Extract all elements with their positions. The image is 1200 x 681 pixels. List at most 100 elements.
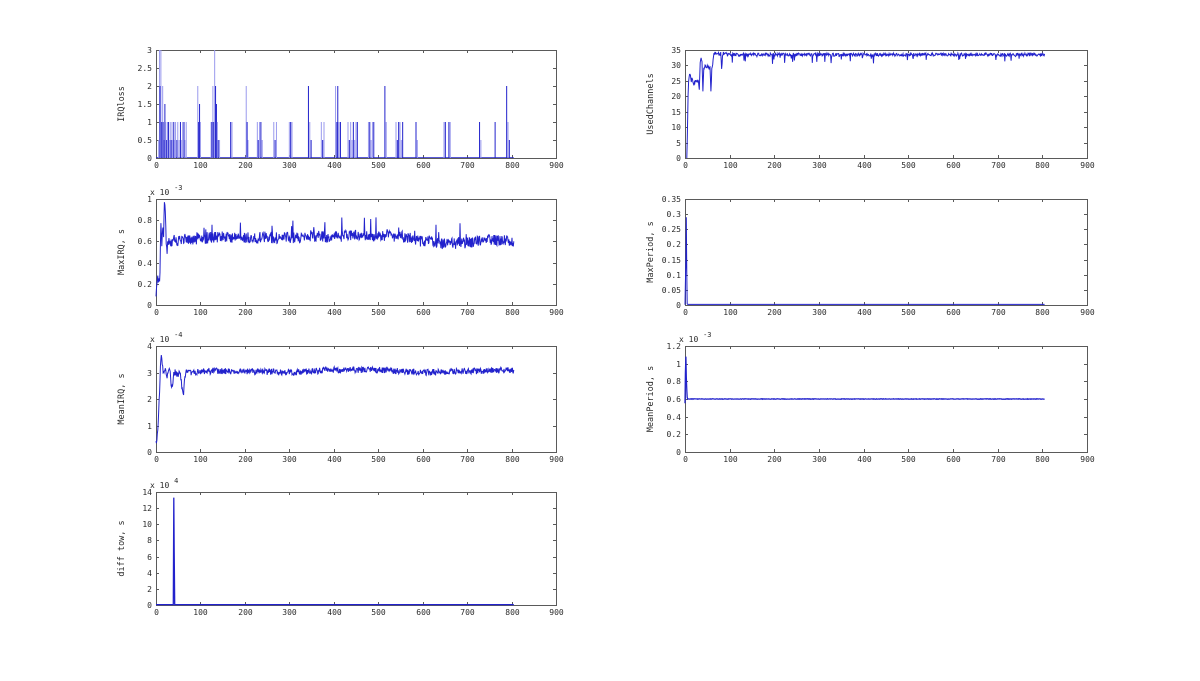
axis-exponent-label: x 10 -3 (679, 331, 712, 344)
chart-svg-used-channels: 0 100 200 300 400 500 600 700 800 900 0 5 10 15 20 25 30… (646, 46, 1095, 170)
y-tick-label: 0.2 (138, 280, 153, 289)
x-tick-label: 800 (1035, 161, 1050, 170)
y-tick-label: 0 (676, 301, 681, 310)
y-axis-label: MaxPeriod, s (646, 221, 656, 282)
x-tick-label: 800 (505, 308, 520, 317)
y-tick-label: 2.5 (138, 64, 153, 73)
x-tick-label: 0 (683, 308, 688, 317)
x-tick-label: 100 (723, 161, 738, 170)
x-tick-label: 500 (371, 161, 386, 170)
x-tick-label: 400 (857, 308, 872, 317)
y-tick-label: 0.3 (667, 210, 682, 219)
series-line (155, 355, 515, 444)
subplot-mean-irq: 0 100 200 300 400 500 600 700 800 900 0 1 2 3 4 MeanIRQ… (110, 330, 566, 468)
x-tick-label: 700 (460, 455, 475, 464)
y-axis-label: IRQloss (117, 86, 127, 122)
y-tick-label: 0.8 (138, 216, 153, 225)
x-tick-label: 600 (416, 308, 431, 317)
y-tick-label: 0 (676, 154, 681, 163)
y-axis-label: MeanPeriod, s (646, 366, 656, 433)
y-tick-label: 1 (676, 360, 681, 369)
x-tick-label: 300 (812, 308, 827, 317)
y-tick-label: 8 (147, 536, 152, 545)
x-tick-label: 600 (946, 308, 961, 317)
x-tick-label: 800 (505, 455, 520, 464)
series-line (686, 50, 1046, 159)
y-axis-label: MaxIRQ, s (117, 229, 127, 275)
x-tick-label: 100 (193, 161, 208, 170)
x-tick-label: 100 (723, 455, 738, 464)
x-tick-label: 400 (327, 608, 342, 617)
x-tick-label: 200 (238, 308, 253, 317)
x-tick-label: 100 (193, 608, 208, 617)
series-line (156, 497, 514, 606)
x-tick-label: 300 (282, 161, 297, 170)
axes-box (156, 199, 557, 306)
x-tick-label: 0 (683, 455, 688, 464)
x-tick-label: 0 (683, 161, 688, 170)
x-tick-label: 600 (416, 161, 431, 170)
x-tick-label: 700 (991, 308, 1006, 317)
x-tick-label: 0 (154, 455, 159, 464)
y-tick-label: 0 (147, 448, 152, 457)
x-tick-label: 0 (154, 308, 159, 317)
y-tick-label: 4 (147, 342, 152, 351)
axis-exponent-label: x 10 -3 (150, 184, 183, 197)
axis-exponent-label: x 10 -4 (150, 331, 183, 344)
y-tick-label: 1 (147, 118, 152, 127)
y-tick-label: 10 (671, 123, 681, 132)
x-tick-label: 400 (857, 161, 872, 170)
chart-svg-diff-tow: 0 100 200 300 400 500 600 700 800 900 0 2 4 6 8 10 12 14 d… (117, 477, 564, 617)
x-tick-label: 100 (193, 455, 208, 464)
x-tick-label: 400 (327, 161, 342, 170)
y-tick-label: 3 (147, 46, 152, 55)
y-tick-label: 2 (147, 585, 152, 594)
y-tick-label: 10 (142, 520, 152, 529)
y-tick-label: 1 (147, 422, 152, 431)
y-tick-label: 0 (676, 448, 681, 457)
y-tick-label: 0.05 (662, 286, 681, 295)
x-tick-label: 0 (154, 608, 159, 617)
y-tick-label: 0 (147, 301, 152, 310)
x-tick-label: 300 (282, 455, 297, 464)
y-tick-label: 12 (142, 504, 152, 513)
x-tick-label: 500 (901, 455, 916, 464)
x-tick-label: 300 (282, 308, 297, 317)
x-tick-label: 900 (549, 161, 564, 170)
y-axis-label: MeanIRQ, s (117, 373, 127, 424)
y-tick-label: 5 (676, 139, 681, 148)
y-tick-label: 0.5 (138, 136, 153, 145)
x-tick-label: 900 (549, 308, 564, 317)
y-tick-label: 0.15 (662, 256, 681, 265)
x-tick-label: 600 (946, 161, 961, 170)
y-tick-label: 2 (147, 395, 152, 404)
x-tick-label: 600 (416, 608, 431, 617)
y-tick-label: 0.6 (667, 395, 682, 404)
subplot-used-channels: 0 100 200 300 400 500 600 700 800 900 0 5 10 15 20 25 30… (639, 34, 1097, 174)
x-tick-label: 800 (505, 608, 520, 617)
series-line (155, 202, 515, 297)
y-tick-label: 0.1 (667, 271, 682, 280)
x-tick-label: 100 (723, 308, 738, 317)
y-tick-label: 1 (147, 195, 152, 204)
y-tick-label: 1.5 (138, 100, 153, 109)
x-tick-label: 200 (238, 161, 253, 170)
x-tick-label: 900 (1080, 455, 1095, 464)
y-tick-label: 6 (147, 553, 152, 562)
subplot-mean-period: 0 100 200 300 400 500 600 700 800 900 0 0.2 0.4 0.6 0.… (639, 330, 1097, 468)
x-tick-label: 700 (991, 455, 1006, 464)
axis-exponent-label: x 10 4 (150, 477, 178, 490)
y-axis-label: UsedChannels (646, 73, 656, 134)
subplot-diff-tow: 0 100 200 300 400 500 600 700 800 900 0 2 4 6 8 10 12 14 d… (110, 476, 566, 621)
stem-series (156, 50, 514, 158)
subplot-max-period: 0 100 200 300 400 500 600 700 800 900 0 0.05 0.1 0.15… (639, 183, 1097, 321)
x-tick-label: 500 (901, 308, 916, 317)
x-tick-label: 500 (901, 161, 916, 170)
x-tick-label: 700 (460, 608, 475, 617)
x-tick-label: 200 (767, 455, 782, 464)
axes-box (685, 199, 1088, 306)
x-tick-label: 900 (549, 455, 564, 464)
y-tick-label: 0 (147, 154, 152, 163)
y-tick-label: 0.8 (667, 377, 682, 386)
